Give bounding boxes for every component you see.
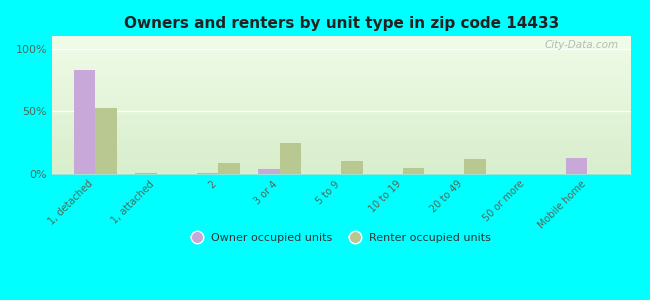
Bar bbox=[73, 70, 95, 174]
Bar bbox=[196, 173, 218, 174]
Title: Owners and renters by unit type in zip code 14433: Owners and renters by unit type in zip c… bbox=[124, 16, 559, 31]
Bar bbox=[464, 159, 486, 174]
Legend: Owner occupied units, Renter occupied units: Owner occupied units, Renter occupied un… bbox=[186, 226, 497, 248]
Bar bbox=[341, 161, 363, 174]
Bar bbox=[95, 107, 116, 174]
Bar bbox=[218, 163, 240, 174]
Text: City-Data.com: City-Data.com bbox=[545, 40, 619, 50]
Bar bbox=[403, 168, 424, 174]
Bar bbox=[280, 142, 301, 174]
Bar bbox=[566, 158, 588, 174]
Bar bbox=[135, 173, 157, 174]
Bar bbox=[258, 169, 280, 174]
